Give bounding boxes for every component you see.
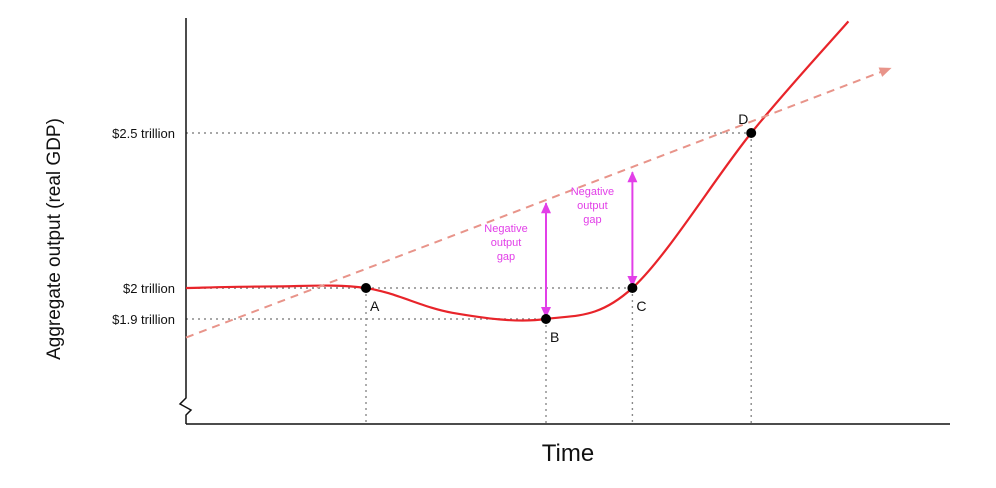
- y-axis-title: Aggregate output (real GDP): [44, 118, 65, 360]
- trend-line: [185, 66, 892, 339]
- gap-arrowhead-up: [627, 171, 638, 183]
- actual-output-curve: [185, 20, 850, 322]
- output-gap-annotations: Negative output gap Negative output gap: [484, 171, 638, 318]
- point-label: B: [550, 329, 559, 345]
- point-marker: [746, 128, 757, 138]
- gap-arrowhead-down: [541, 307, 551, 318]
- point-marker: [541, 314, 551, 324]
- point-label: D: [738, 111, 748, 127]
- y-tick-label: $2.5 trillion: [112, 126, 175, 141]
- series-lines: [185, 20, 892, 339]
- point-label: A: [370, 298, 380, 314]
- y-axis-line: [178, 18, 193, 424]
- point-label: C: [636, 298, 646, 314]
- reference-guides: [186, 132, 752, 424]
- gap-arrowhead-up: [541, 202, 551, 214]
- x-axis-title: Time: [542, 440, 594, 467]
- gap-label-line: Negative: [484, 223, 527, 235]
- gap-label-line: gap: [583, 214, 601, 226]
- y-tick-label: $1.9 trillion: [112, 312, 175, 327]
- point-marker: [627, 283, 638, 293]
- point-marker: [361, 283, 371, 293]
- gap-label-line: Negative: [571, 186, 614, 198]
- labeled-points: A B C D: [361, 111, 757, 345]
- gap-arrowhead-down: [627, 276, 638, 287]
- y-tick-label: $2 trillion: [123, 281, 175, 296]
- gap-label-line: output: [491, 237, 522, 249]
- gap-label-line: gap: [497, 251, 515, 263]
- trend-arrowhead: [878, 67, 892, 77]
- gap-label-line: output: [577, 200, 608, 212]
- y-tick-labels: $2.5 trillion $2 trillion $1.9 trillion: [112, 126, 175, 327]
- axes: Time Aggregate output (real GDP): [44, 18, 950, 467]
